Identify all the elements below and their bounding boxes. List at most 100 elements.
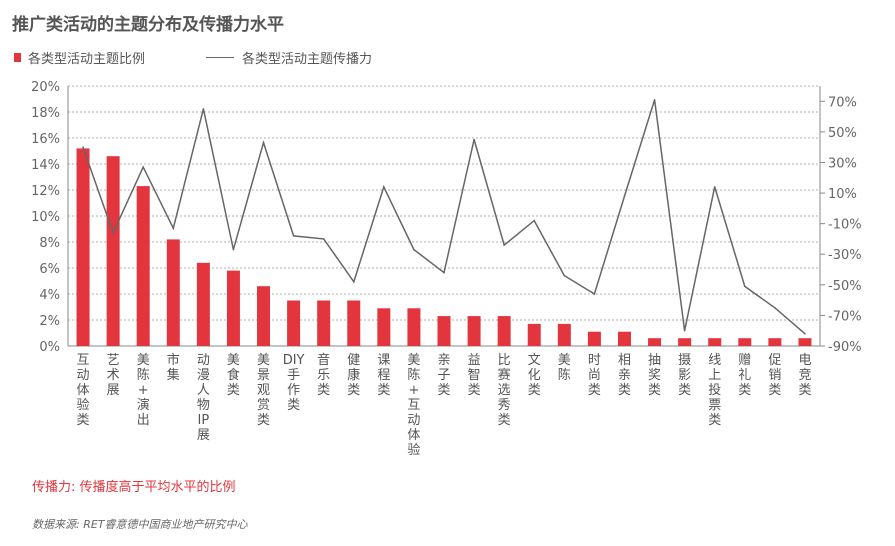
x-category-char: 术 bbox=[107, 368, 120, 383]
x-category-char: 竞 bbox=[798, 367, 811, 383]
x-category-char: 礼 bbox=[738, 367, 751, 383]
footnote: 传播力: 传播度高于平均水平的比例 bbox=[32, 480, 236, 495]
line-point bbox=[142, 166, 144, 168]
line-point bbox=[352, 280, 355, 283]
x-category-char: 陈 bbox=[137, 367, 150, 383]
x-category-char: 比 bbox=[498, 353, 511, 368]
x-category-char: 演 bbox=[137, 397, 150, 413]
x-category-char: 类 bbox=[347, 383, 360, 398]
x-category-char: 漫 bbox=[197, 368, 210, 383]
x-category-char: 相 bbox=[618, 353, 631, 368]
x-category-char: 智 bbox=[468, 368, 481, 383]
x-category-label: 抽奖类 bbox=[648, 353, 661, 398]
line-point bbox=[774, 306, 776, 309]
bar bbox=[196, 262, 210, 346]
y-left-tick-label: 18% bbox=[31, 106, 60, 121]
line-point bbox=[563, 274, 566, 277]
y-left-tick-label: 6% bbox=[39, 262, 60, 277]
x-category-label: 赠礼类 bbox=[738, 353, 751, 398]
bar bbox=[617, 331, 631, 346]
line-point bbox=[232, 248, 235, 251]
x-category-char: 类 bbox=[317, 383, 330, 398]
bar bbox=[648, 338, 662, 346]
x-category-char: 美 bbox=[137, 353, 150, 368]
x-category-char: 类 bbox=[77, 413, 90, 428]
x-category-char: 类 bbox=[257, 413, 270, 428]
legend-line-swatch bbox=[206, 57, 234, 58]
x-category-char: 类 bbox=[678, 383, 691, 398]
x-category-char: 类 bbox=[798, 383, 811, 398]
x-category-char: 上 bbox=[708, 368, 721, 383]
x-category-char: 展 bbox=[107, 383, 120, 398]
line-point bbox=[112, 232, 114, 234]
x-category-char: 美 bbox=[407, 353, 420, 368]
x-category-char: 赠 bbox=[738, 353, 751, 368]
x-category-char: 投 bbox=[708, 382, 721, 398]
x-category-label: 电竞类 bbox=[798, 353, 811, 398]
x-category-label: 促销类 bbox=[768, 353, 781, 398]
legend-bar-entry: 各类型活动主题比例 bbox=[14, 48, 145, 67]
x-category-char: 电 bbox=[798, 353, 811, 368]
x-category-char: 类 bbox=[498, 413, 511, 428]
spread-line bbox=[82, 99, 806, 335]
x-category-char: 类 bbox=[588, 383, 601, 398]
y-left-tick-label: 16% bbox=[31, 132, 60, 147]
x-category-char: 动 bbox=[77, 368, 90, 383]
line-point bbox=[683, 329, 686, 332]
legend-bar-label: 各类型活动主题比例 bbox=[28, 52, 146, 67]
x-category-char: 观 bbox=[257, 383, 270, 398]
x-category-label: 相亲类 bbox=[618, 353, 631, 398]
x-category-char: 体 bbox=[77, 383, 90, 398]
x-category-char: 子 bbox=[437, 368, 450, 383]
x-category-char: 赏 bbox=[257, 398, 270, 413]
x-category-label: 文化类 bbox=[528, 353, 541, 398]
x-category-char: 出 bbox=[137, 413, 150, 428]
bar bbox=[467, 316, 481, 346]
x-category-char: + bbox=[138, 383, 149, 398]
bar bbox=[347, 300, 361, 346]
legend-bar-swatch bbox=[14, 53, 21, 62]
x-category-char: 陈 bbox=[407, 367, 420, 383]
line-point bbox=[82, 146, 84, 148]
line-point bbox=[292, 235, 295, 237]
x-category-char: 类 bbox=[287, 398, 300, 413]
bar bbox=[106, 156, 120, 346]
y-left-tick-label: 12% bbox=[31, 184, 60, 199]
x-category-label: 时尚类 bbox=[588, 353, 601, 398]
bar bbox=[226, 270, 240, 346]
x-category-char: 展 bbox=[197, 428, 210, 443]
x-category-char: 类 bbox=[708, 413, 721, 428]
legend-line-entry: 各类型活动主题传播力 bbox=[206, 48, 372, 67]
bar bbox=[407, 308, 421, 346]
x-category-char: + bbox=[408, 383, 419, 398]
x-category-label: 亲子类 bbox=[437, 353, 450, 398]
x-category-label: 美陈+演出 bbox=[137, 353, 150, 428]
x-category-char: 互 bbox=[407, 398, 420, 413]
x-category-char: 陈 bbox=[558, 367, 571, 383]
line-point bbox=[653, 98, 656, 101]
line-point bbox=[413, 248, 415, 251]
x-category-char: 市 bbox=[167, 352, 180, 368]
y-left-tick-label: 2% bbox=[39, 314, 60, 329]
y-left-tick-label: 8% bbox=[39, 236, 60, 251]
line-point bbox=[533, 219, 536, 222]
x-category-char: 益 bbox=[468, 353, 481, 368]
x-category-char: 赛 bbox=[498, 367, 511, 383]
x-category-char: 秀 bbox=[498, 398, 511, 413]
bar bbox=[136, 186, 150, 346]
line-point bbox=[744, 285, 746, 288]
x-category-char: 人 bbox=[197, 383, 210, 398]
x-category-char: 亲 bbox=[437, 353, 450, 368]
x-category-char: 线 bbox=[708, 353, 721, 368]
bar bbox=[708, 338, 722, 346]
bar bbox=[377, 308, 391, 346]
bar bbox=[678, 338, 692, 346]
line-point bbox=[713, 186, 716, 188]
y-right-tick-label: 70% bbox=[828, 95, 857, 110]
x-category-label: 音乐类 bbox=[317, 352, 330, 398]
x-category-label: 美陈 bbox=[558, 353, 571, 383]
